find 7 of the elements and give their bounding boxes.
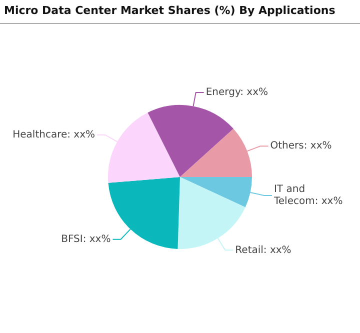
slice-label: Energy: xx% [206, 87, 268, 98]
slice-label: IT and Telecom: xx% [272, 184, 343, 208]
slice-label: Healthcare: xx% [12, 129, 96, 140]
chart-title: Micro Data Center Market Shares (%) By Applications [0, 0, 360, 24]
slice-label: BFSI: xx% [61, 234, 111, 245]
slice-label: Retail: xx% [235, 244, 292, 256]
slice-label: Others: xx% [270, 140, 332, 152]
